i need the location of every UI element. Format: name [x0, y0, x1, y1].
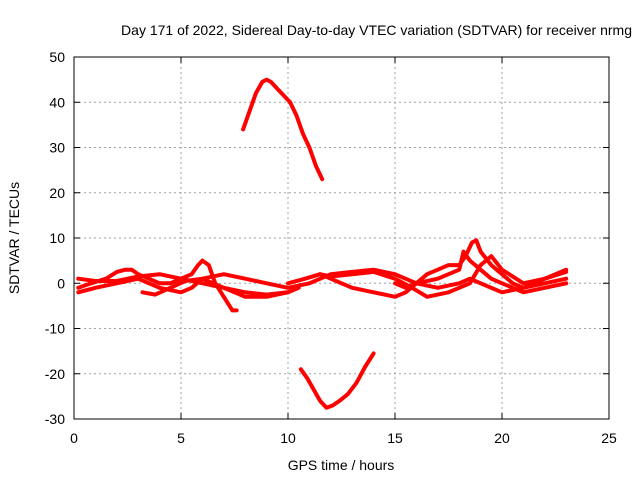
series-line-track-g: [393, 249, 569, 295]
y-tick-label: -20: [45, 366, 65, 382]
x-tick-label: 20: [494, 430, 510, 446]
chart-title: Day 171 of 2022, Sidereal Day-to-day VTE…: [121, 22, 632, 38]
y-tick-label: 50: [49, 49, 65, 65]
y-tick-label: 20: [49, 185, 65, 201]
x-tick-label: 10: [280, 430, 296, 446]
grid: [74, 57, 609, 419]
y-tick-label: 10: [49, 230, 65, 246]
series-line-track-low-negative: [298, 351, 376, 410]
x-tick-label: 5: [177, 430, 185, 446]
x-tick-label: 25: [601, 430, 617, 446]
series-group: [76, 77, 569, 410]
series-line-track-e: [286, 238, 569, 299]
y-tick-label: 40: [49, 94, 65, 110]
series-line-track-c: [76, 276, 290, 299]
y-tick-label: 30: [49, 140, 65, 156]
series-line-track-f: [318, 254, 569, 299]
x-axis-label: GPS time / hours: [288, 457, 395, 473]
y-tick-label: 0: [57, 275, 65, 291]
y-tick-label: -30: [45, 411, 65, 427]
y-tick-label: -10: [45, 321, 65, 337]
x-tick-label: 0: [70, 430, 78, 446]
y-axis-label: SDTVAR / TECUs: [6, 182, 22, 294]
x-tick-label: 15: [387, 430, 403, 446]
ticks: 0 5 10 15 20 25 -30 -20 -10 0 10 20 30 40 50: [45, 49, 617, 446]
series-line-track-high-positive: [241, 77, 325, 182]
series-line-track-d: [140, 267, 569, 297]
